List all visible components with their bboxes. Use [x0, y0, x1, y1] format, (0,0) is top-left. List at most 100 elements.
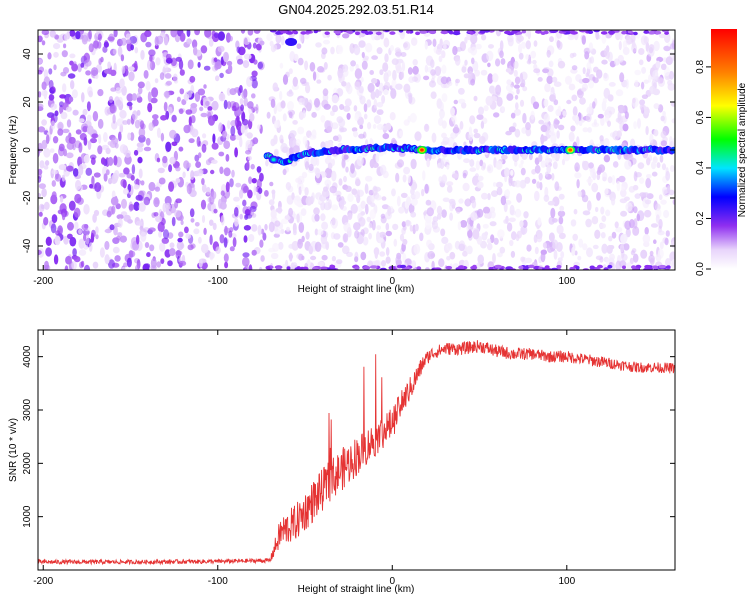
spectrogram-speckle — [53, 254, 59, 265]
spectrogram-speckle — [505, 68, 512, 73]
spectrogram-speckle — [452, 45, 458, 56]
spectrogram-speckle — [241, 111, 246, 122]
spectrogram-speckle — [256, 166, 262, 173]
spectrogram-speckle — [152, 114, 159, 120]
spectrogram-speckle — [353, 222, 361, 231]
spectrogram-speckle — [470, 33, 478, 45]
spectrogram-speckle — [470, 211, 478, 221]
spectrogram-speckle — [375, 153, 380, 163]
spectrogram-speckle — [499, 246, 506, 254]
spectrogram-speckle — [191, 39, 198, 49]
spectrogram-speckle — [211, 159, 218, 164]
spectrogram-speckle — [495, 84, 502, 96]
spectrogram-speckle — [86, 125, 94, 135]
spectrogram-speckle — [538, 172, 543, 181]
spectrogram-speckle — [140, 231, 147, 242]
spectrogram-speckle — [601, 59, 608, 65]
spectrogram-speckle — [516, 193, 523, 203]
spectrogram-speckle — [558, 193, 565, 200]
spectrogram-speckle — [288, 111, 293, 119]
spectrogram-speckle — [343, 233, 349, 243]
spectrogram-speckle — [582, 77, 590, 84]
spectrogram-speckle — [515, 102, 519, 110]
spectrogram-speckle — [426, 239, 433, 248]
spectrogram-speckle — [471, 199, 477, 209]
spectrogram-speckle — [78, 142, 83, 153]
spectrogram-speckle — [324, 179, 332, 187]
spectrogram-edge-speckle — [644, 264, 651, 269]
spectrogram-speckle — [282, 263, 287, 270]
spectrogram-speckle — [361, 51, 365, 59]
spectrogram-speckle — [557, 257, 563, 262]
spectrogram-speckle — [220, 215, 225, 226]
spectrogram-speckle — [599, 223, 606, 229]
spectrogram-speckle — [58, 164, 67, 171]
spectrogram-speckle — [185, 233, 191, 239]
spectrogram-speckle — [338, 118, 346, 128]
spectrogram-speckle — [343, 222, 351, 233]
spectrogram-speckle — [376, 101, 384, 108]
spectrogram-speckle — [576, 136, 580, 147]
spectrogram-speckle — [108, 96, 114, 103]
spectrogram-speckle — [403, 83, 411, 93]
spectrogram-speckle — [549, 94, 556, 102]
spectrogram-speckle — [178, 146, 184, 152]
spectrogram-edge-speckle — [467, 30, 472, 34]
spectrogram-speckle — [268, 199, 275, 206]
spectrogram-speckle — [442, 197, 450, 203]
spectrogram-y-axis-label: Frequency (Hz) — [8, 116, 19, 185]
spectrogram-speckle — [137, 81, 145, 89]
spectrogram-speckle — [672, 199, 675, 205]
spectrogram-speckle — [85, 234, 90, 245]
spectrogram-speckle — [119, 78, 125, 89]
spectrogram-speckle — [260, 255, 265, 262]
spectrogram-speckle — [282, 146, 289, 153]
spectrogram-speckle — [73, 256, 81, 263]
spectrogram-speckle — [223, 140, 231, 149]
spectrogram-speckle — [358, 40, 366, 48]
spectrogram-speckle — [253, 59, 258, 65]
spectrogram-peak — [420, 148, 424, 152]
spectrogram-speckle — [239, 213, 243, 220]
spectrogram-speckle — [54, 235, 61, 246]
spectrogram-edge-speckle — [312, 266, 319, 270]
spectrogram-speckle — [538, 153, 543, 162]
spectrogram-speckle — [167, 106, 173, 116]
spectrogram-speckle — [189, 75, 196, 83]
spectrogram-speckle — [385, 247, 390, 256]
spectrogram-speckle — [414, 223, 419, 232]
spectrogram-speckle — [537, 77, 543, 82]
spectrogram-speckle — [67, 221, 74, 231]
spectrogram-speckle — [632, 226, 640, 236]
spectrogram-speckle — [282, 168, 287, 176]
spectrogram-speckle — [186, 38, 192, 45]
spectrogram-edge-speckle — [550, 267, 558, 270]
spectrogram-speckle — [402, 238, 408, 246]
spectrogram-speckle — [359, 95, 366, 105]
spectrogram-speckle — [232, 237, 237, 248]
spectrogram-speckle — [473, 132, 481, 139]
spectrogram-speckle — [480, 120, 485, 129]
spectrogram-speckle — [608, 235, 613, 242]
spectrogram-speckle — [477, 175, 484, 181]
spectrogram-speckle — [79, 133, 87, 141]
spectrogram-speckle — [665, 167, 669, 176]
spectrogram-speckle — [119, 109, 127, 119]
snr-y-tick-label: 1000 — [22, 505, 33, 528]
spectrogram-speckle — [69, 30, 76, 37]
spectrogram-speckle — [223, 167, 231, 177]
spectrogram-speckle — [324, 167, 333, 179]
spectrogram-speckle — [634, 79, 639, 88]
spectrogram-speckle — [620, 210, 628, 217]
spectrogram-speckle — [71, 89, 78, 99]
spectrogram-speckle — [487, 62, 491, 68]
spectrogram-speckle — [343, 175, 347, 183]
spectrogram-speckle — [105, 147, 111, 155]
spectrogram-speckle — [83, 154, 90, 164]
spectrogram-speckle — [500, 58, 506, 65]
spectrogram-speckle — [656, 162, 661, 169]
spectrogram-speckle — [271, 189, 276, 195]
spectrogram-speckle — [506, 222, 513, 232]
spectrogram-speckle — [429, 80, 436, 88]
spectrogram-speckle — [262, 232, 267, 241]
